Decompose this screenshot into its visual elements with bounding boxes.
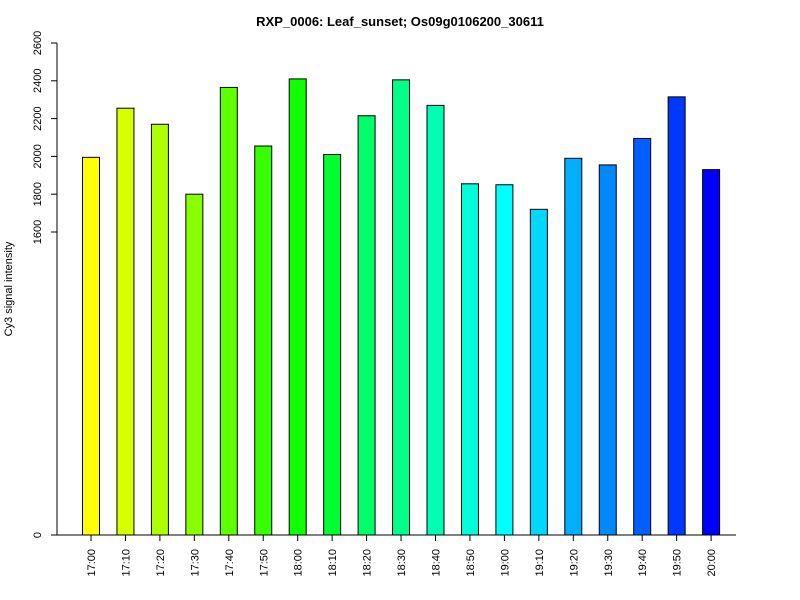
y-tick-label: 0: [32, 532, 44, 538]
bar-1910: [529, 208, 548, 536]
bar-1950: [667, 96, 686, 536]
bar-1740: [219, 86, 238, 536]
bar-2000: [702, 169, 721, 536]
y-ticks: 0 1600 1800 2000 2200 2400 2600: [32, 31, 57, 538]
x-tick-label: 17:20: [155, 549, 167, 577]
x-tick-label: 17:40: [224, 549, 236, 577]
y-tick-label: 2200: [32, 106, 44, 130]
y-tick-label: 2000: [32, 144, 44, 168]
x-tick-label: 18:50: [465, 549, 477, 577]
x-tick-label: 19:20: [568, 549, 580, 577]
y-tick-label: 1800: [32, 182, 44, 206]
x-tick-label: 18:40: [431, 549, 443, 577]
bar-1830: [392, 79, 411, 536]
bar-1730: [185, 193, 204, 536]
x-tick-label: 17:50: [258, 549, 270, 577]
x-tick-label: 19:10: [534, 549, 546, 577]
bar-1750: [254, 145, 273, 536]
bar-1700: [82, 156, 100, 536]
x-tick-label: 19:40: [637, 549, 649, 577]
x-tick-label: 19:00: [499, 549, 511, 577]
x-tick-label: 18:30: [396, 549, 408, 577]
bar-1940: [633, 137, 652, 536]
bar-1920: [564, 157, 583, 536]
chart-title: RXP_0006: Leaf_sunset; Os09g0106200_3061…: [256, 14, 544, 29]
x-tick-label: 17:10: [120, 549, 132, 577]
bar-1800: [288, 78, 307, 536]
x-tick-label: 18:00: [293, 549, 305, 577]
bar-1900: [495, 184, 514, 536]
bar-1820: [357, 115, 376, 536]
x-tick-label: 19:50: [672, 549, 684, 577]
x-tick-label: 18:10: [327, 549, 339, 577]
x-tick-label: 17:00: [86, 549, 98, 577]
bar-1850: [460, 183, 479, 536]
x-ticks: 17:00 17:10 17:20 17:30 17:40 17:50 18:00 18:10…: [86, 535, 718, 577]
bar-1710: [116, 107, 135, 536]
x-tick-label: 17:30: [189, 549, 201, 577]
bar-1930: [598, 164, 617, 536]
x-tick-label: 19:30: [603, 549, 615, 577]
y-tick-label: 2400: [32, 69, 44, 93]
x-tick-label: 18:20: [362, 549, 374, 577]
bar-1840: [426, 104, 445, 536]
x-tick-label: 20:00: [706, 549, 718, 577]
y-tick-label: 2600: [32, 31, 44, 55]
bar-1720: [150, 123, 169, 536]
y-tick-label: 1600: [32, 220, 44, 244]
y-axis-label: Cy3 signal intensity: [3, 241, 15, 336]
bars: [82, 78, 721, 536]
bar-1810: [323, 154, 342, 536]
